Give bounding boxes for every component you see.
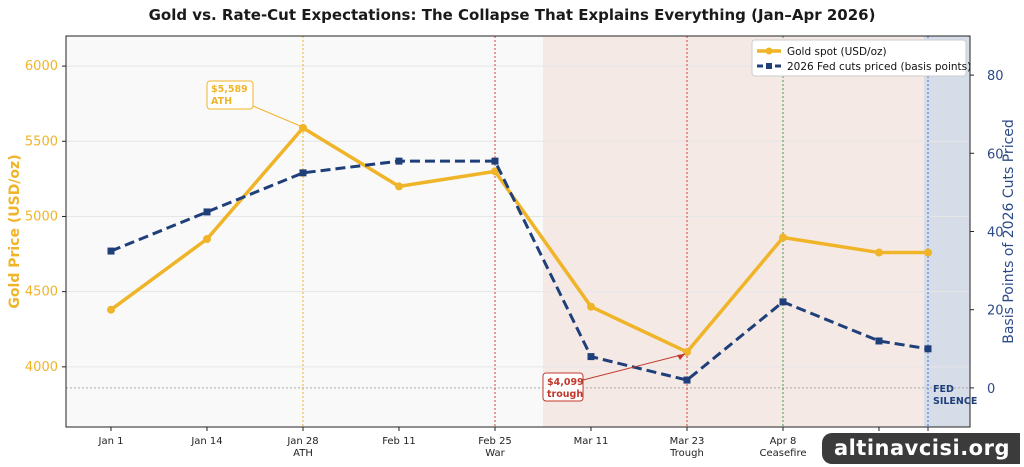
fed-silence-region [924, 36, 970, 427]
y-tick-label-left: 5000 [25, 209, 58, 224]
trough-annotation-label: trough [547, 389, 583, 400]
ath-annotation-arrow [252, 105, 301, 127]
fed-cuts-data-point [491, 157, 499, 165]
gold-data-point [299, 123, 307, 132]
x-tick-sublabel: War [485, 448, 505, 459]
fed-cuts-data-point [924, 345, 932, 353]
x-tick-label: Jan 14 [190, 436, 222, 447]
legend-gold-marker [765, 47, 773, 55]
legend-box [751, 39, 967, 77]
fed-cuts-data-point [107, 247, 115, 255]
fed-cuts-data-point [587, 353, 595, 361]
fed-cuts-data-point [395, 157, 403, 165]
gold-data-point [203, 235, 211, 244]
fed-cuts-data-point [203, 208, 211, 216]
war-shaded-region [543, 36, 924, 427]
gold-data-point [395, 182, 403, 191]
x-tick-label: Feb 25 [478, 436, 512, 447]
trough-arrowhead [677, 353, 685, 360]
chart-title: Gold vs. Rate-Cut Expectations: The Coll… [149, 6, 876, 24]
trough-annotation-arrow [582, 353, 686, 381]
y-tick-label-left: 4500 [25, 285, 58, 300]
legend-fed-marker [766, 63, 772, 69]
gold-data-point [491, 167, 499, 176]
fed-cuts-data-point [683, 376, 691, 384]
y-tick-label-right: 80 [987, 69, 1004, 84]
ath-annotation-box [206, 80, 254, 110]
ath-annotation-label: ATH [211, 96, 232, 107]
x-tick-sublabel: Trough [669, 448, 704, 459]
fed-silence-annotation-line2: SILENCE [933, 396, 977, 407]
y-axis-label-right: Basis Points of 2026 Cuts Priced [1001, 119, 1017, 344]
y-tick-label-right: 40 [987, 226, 1004, 241]
x-tick-label: Apr 8 [770, 436, 797, 447]
x-tick-label: Jan 28 [286, 436, 318, 447]
gold-data-point [779, 233, 787, 242]
x-tick-label: Mar 23 [670, 436, 705, 447]
x-tick-sublabel: Ceasefire [760, 448, 807, 459]
fed-cuts-data-point [779, 298, 787, 306]
fed-cuts-data-point [299, 169, 307, 177]
x-tick-label: Mar 11 [574, 436, 609, 447]
y-tick-label-right: 60 [987, 147, 1004, 162]
gold-data-point [875, 248, 883, 257]
legend-gold-label: Gold spot (USD/oz) [787, 46, 887, 58]
ath-annotation-value: $5,589 [211, 84, 248, 95]
y-tick-label-right: 0 [987, 382, 995, 397]
y-tick-label-left: 5500 [25, 134, 58, 149]
y-axis-label-left: Gold Price (USD/oz) [7, 154, 23, 308]
y-tick-label-left: 6000 [25, 59, 58, 74]
x-tick-sublabel: ATH [293, 448, 313, 459]
fed-cuts-series-line [110, 159, 929, 382]
gold-series-line [109, 126, 928, 354]
x-tick-label: Jan 1 [98, 436, 124, 447]
x-tick-label: Feb 11 [382, 436, 416, 447]
y-tick-label-left: 4000 [25, 360, 58, 375]
fed-silence-annotation-line1: FED [933, 384, 954, 395]
gold-data-point [924, 248, 932, 257]
trough-annotation-value: $4,099 [547, 377, 584, 388]
gold-data-point [107, 305, 115, 314]
watermark: altinavcisi.org [821, 433, 1020, 464]
y-tick-label-right: 20 [987, 304, 1004, 319]
gold-data-point [587, 302, 595, 311]
trough-annotation-box [542, 372, 584, 402]
legend: Gold spot (USD/oz) 2026 Fed cuts priced (… [751, 39, 971, 77]
legend-fed-label: 2026 Fed cuts priced (basis points) [787, 61, 971, 73]
fed-cuts-data-point [875, 337, 883, 345]
